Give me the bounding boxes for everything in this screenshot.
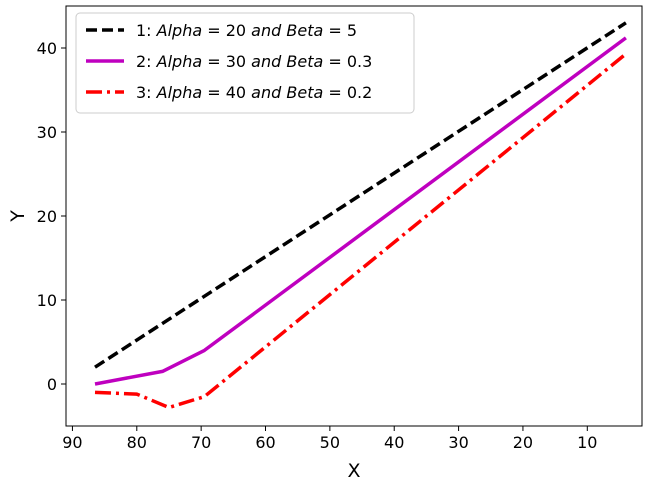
x-tick-label: 50 bbox=[320, 433, 340, 452]
y-axis-label: Y bbox=[7, 210, 29, 223]
x-tick-label: 60 bbox=[255, 433, 275, 452]
legend: 1: Alpha = 20 and Beta = 5 2: Alpha = 30 … bbox=[75, 12, 415, 114]
y-tick-label: 20 bbox=[37, 207, 57, 226]
y-tick-label: 40 bbox=[37, 39, 57, 58]
y-tick-label: 30 bbox=[37, 123, 57, 142]
legend-label-1: 1: Alpha = 20 and Beta = 5 bbox=[136, 21, 357, 40]
x-tick-label: 20 bbox=[513, 433, 533, 452]
x-axis-label: X bbox=[347, 460, 360, 482]
x-axis-ticks: 90 80 70 60 50 40 30 20 10 bbox=[62, 426, 597, 452]
x-tick-label: 40 bbox=[384, 433, 404, 452]
x-tick-label: 10 bbox=[577, 433, 597, 452]
y-tick-label: 0 bbox=[47, 375, 57, 394]
series-line-2 bbox=[94, 36, 627, 386]
x-tick-label: 90 bbox=[62, 433, 82, 452]
y-axis-ticks: 0 10 20 30 40 bbox=[37, 39, 66, 394]
series-line-3 bbox=[94, 52, 628, 410]
series-layer bbox=[94, 21, 628, 410]
x-tick-label: 30 bbox=[448, 433, 468, 452]
legend-label-2: 2: Alpha = 30 and Beta = 0.3 bbox=[136, 52, 372, 71]
legend-label-3: 3: Alpha = 40 and Beta = 0.2 bbox=[136, 83, 372, 102]
y-tick-label: 10 bbox=[37, 291, 57, 310]
legend-box bbox=[75, 12, 415, 114]
x-tick-label: 80 bbox=[127, 433, 147, 452]
legend-entries: 1: Alpha = 20 and Beta = 5 2: Alpha = 30 … bbox=[86, 21, 372, 102]
x-tick-label: 70 bbox=[191, 433, 211, 452]
series-line-1 bbox=[94, 21, 627, 369]
